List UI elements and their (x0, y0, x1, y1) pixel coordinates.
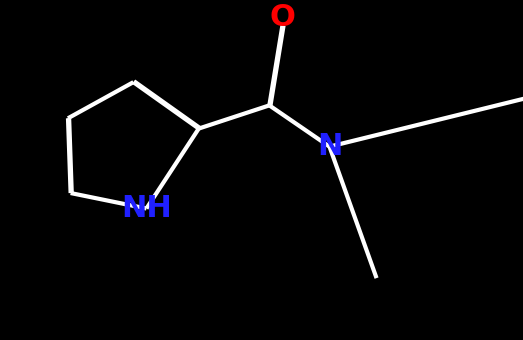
Text: O: O (269, 3, 295, 32)
Text: NH: NH (121, 194, 172, 223)
Text: N: N (317, 132, 342, 161)
